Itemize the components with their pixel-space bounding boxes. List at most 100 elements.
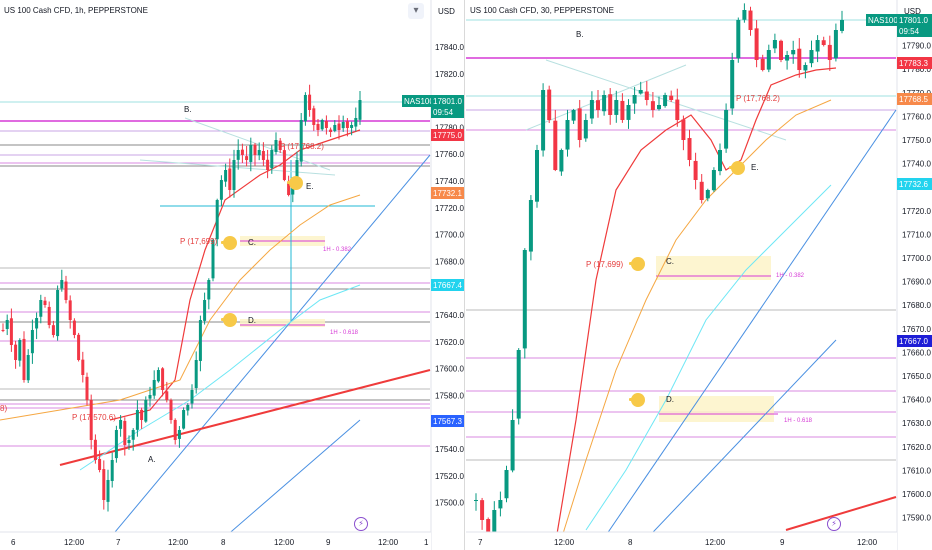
pointing-hand-icon	[631, 393, 645, 407]
candle	[295, 160, 299, 184]
y-tick-label: 17720.0	[435, 204, 464, 213]
candle	[236, 150, 240, 160]
y-tick-label: 17500.0	[435, 499, 464, 508]
chart-panel-1h[interactable]: B. A. C. D. E. P (17,699) P (17,570.6) P (17,76…	[0, 0, 465, 550]
chart-panel-30m[interactable]: B. C. D. E. P (17,699) P (17,768.2) 1H - 0.382…	[466, 0, 932, 550]
x-tick-label: 8	[628, 538, 633, 547]
candle	[320, 120, 324, 130]
currency-label: USD	[438, 7, 455, 16]
level-price-tag-text: 17768.5	[899, 95, 928, 104]
candle	[324, 120, 328, 128]
pivot-label: P (17,768.2)	[280, 142, 324, 151]
lightning-icon[interactable]: ⚡	[827, 517, 841, 531]
chart-canvas-30m[interactable]: B. C. D. E. P (17,699) P (17,768.2) 1H - 0.382…	[466, 0, 932, 550]
y-tick-label: 17610.0	[902, 466, 931, 475]
candle	[207, 280, 211, 300]
y-tick-label: 17740.0	[435, 177, 464, 186]
candle	[245, 156, 249, 160]
candle	[81, 359, 85, 375]
blue-channel-line	[635, 339, 837, 550]
candle	[644, 91, 649, 100]
y-tick-label: 17600.0	[435, 365, 464, 374]
countdown-tag-text: 09:54	[433, 108, 454, 117]
candle	[354, 118, 358, 127]
level-price-tag-text: 17783.3	[899, 59, 928, 68]
candle	[51, 325, 55, 335]
y-tick-label: 17740.0	[902, 160, 931, 169]
y-tick-label: 17600.0	[902, 490, 931, 499]
candle	[657, 105, 661, 110]
orange-moving-average	[560, 99, 832, 541]
chart-title: US 100 Cash CFD, 1h, PEPPERSTONE	[4, 6, 148, 15]
candle	[106, 480, 110, 502]
candle	[203, 300, 207, 321]
candle	[547, 89, 552, 120]
last-price-tag-text: 17801.0	[899, 16, 928, 25]
candle	[474, 500, 478, 501]
level-price-tag-text: 17667.4	[433, 281, 462, 290]
candle	[742, 10, 747, 20]
fib-zone-d	[240, 319, 325, 327]
candle	[809, 50, 814, 64]
candle	[127, 440, 131, 444]
candle	[257, 150, 261, 156]
candle	[632, 95, 637, 104]
candle	[620, 100, 625, 120]
candle	[135, 410, 139, 430]
y-tick-label: 17580.0	[435, 391, 464, 400]
candle	[553, 120, 558, 170]
candle	[60, 280, 64, 289]
y-tick-label: 17680.0	[902, 301, 931, 310]
candle	[498, 500, 503, 509]
cyan-moving-average	[79, 284, 361, 471]
candle	[541, 90, 546, 151]
x-tick-label: 12:00	[705, 538, 726, 547]
pivot-label: P (17,699)	[586, 260, 624, 269]
countdown-tag-text: 09:54	[899, 27, 920, 36]
candle	[589, 100, 594, 119]
candle	[766, 50, 771, 70]
level-price-tag	[431, 187, 464, 199]
time-axis	[466, 532, 897, 550]
level-price-tag-text: 17732.1	[433, 189, 462, 198]
candle	[803, 65, 808, 71]
level-price-tag-text: 17775.0	[433, 131, 462, 140]
label-a: A.	[148, 455, 156, 464]
pointing-hand-icon	[223, 236, 237, 250]
candle	[72, 320, 76, 335]
chart-canvas-1h[interactable]: B. A. C. D. E. P (17,699) P (17,570.6) P (17,76…	[0, 0, 465, 550]
x-tick-label: 7	[478, 538, 483, 547]
candle	[565, 120, 570, 150]
candle	[30, 330, 34, 354]
blue-channel-line	[595, 109, 897, 550]
pointing-hand-icon	[289, 176, 303, 190]
x-tick-label: 9	[326, 538, 331, 547]
candle	[608, 94, 613, 115]
collapse-icon[interactable]: ▾	[408, 3, 424, 19]
lightning-icon[interactable]: ⚡	[354, 517, 368, 531]
candle	[754, 28, 759, 60]
candle	[215, 200, 219, 240]
candle	[815, 40, 820, 52]
candle	[261, 151, 265, 160]
y-tick-label: 17520.0	[435, 472, 464, 481]
y-tick-label: 17650.0	[902, 372, 931, 381]
candle	[5, 320, 9, 329]
candle	[228, 168, 232, 190]
candle	[148, 395, 152, 399]
candle	[358, 100, 362, 120]
pointing-hand-icon-finger	[629, 262, 636, 265]
level-price-tag	[431, 279, 464, 291]
x-tick-label: 12:00	[378, 538, 399, 547]
candle	[110, 460, 114, 481]
y-tick-label: 17690.0	[902, 278, 931, 287]
candle	[577, 108, 582, 140]
candle	[165, 391, 169, 400]
y-tick-label: 17710.0	[902, 230, 931, 239]
candle	[516, 350, 521, 419]
last-price-tag	[431, 95, 464, 107]
y-tick-label: 17680.0	[435, 257, 464, 266]
red-trend-line	[59, 369, 431, 466]
candle	[219, 180, 223, 200]
level-price-tag	[897, 335, 932, 347]
